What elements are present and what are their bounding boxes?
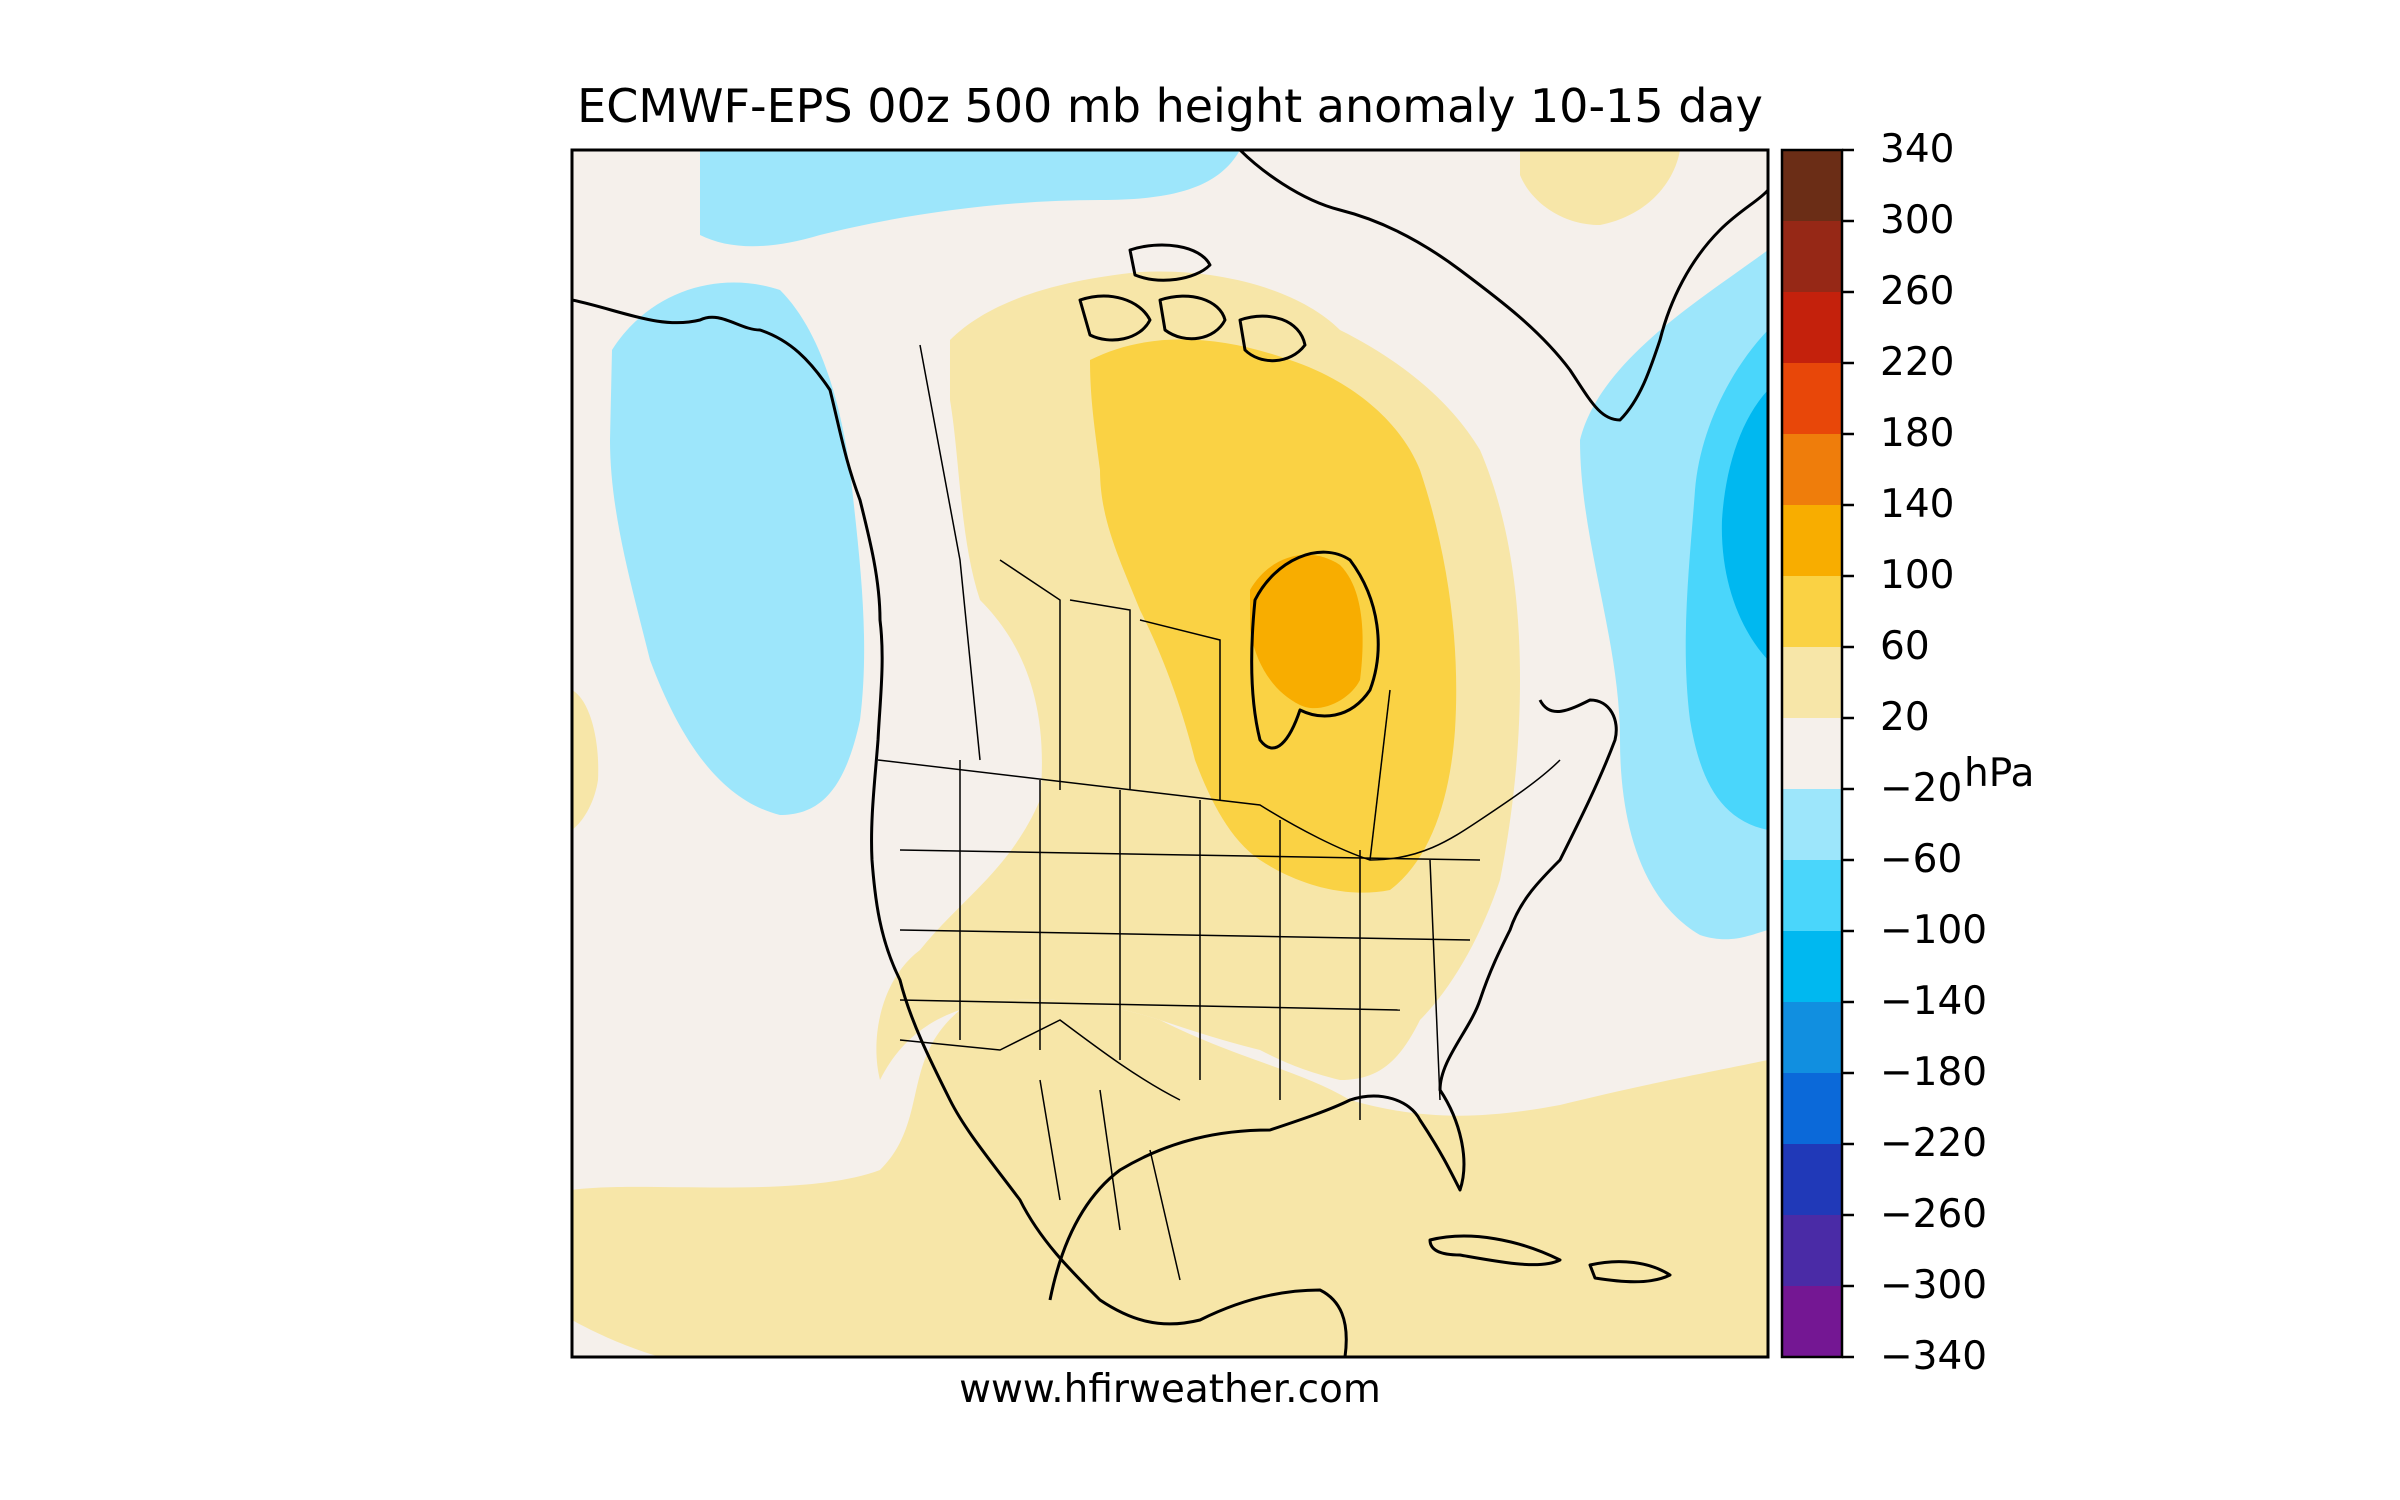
- negative-anomaly-arctic: [700, 150, 1240, 247]
- colorbar-band: [1782, 221, 1842, 293]
- positive-anomaly-west-edge: [572, 690, 599, 830]
- colorbar-band: [1782, 860, 1842, 932]
- colorbar-tick-label: −180: [1880, 1050, 1988, 1095]
- credit-text: www.hfirweather.com: [959, 1367, 1381, 1412]
- colorbar-band: [1782, 150, 1842, 222]
- colorbar-tick-label: 140: [1880, 482, 1955, 527]
- colorbar-band: [1782, 718, 1842, 790]
- colorbar-unit-label: hPa: [1964, 751, 2035, 796]
- colorbar-band: [1782, 363, 1842, 435]
- colorbar-tick-label: −60: [1880, 837, 1963, 882]
- colorbar-tick-label: 260: [1880, 269, 1955, 314]
- negative-anomaly-pacific: [610, 282, 865, 815]
- colorbar-tick-label: −20: [1880, 766, 1963, 811]
- map-title: ECMWF-EPS 00z 500 mb height anomaly 10-1…: [577, 79, 1763, 133]
- colorbar-band: [1782, 434, 1842, 506]
- colorbar-band: [1782, 789, 1842, 861]
- colorbar-band: [1782, 1073, 1842, 1145]
- positive-anomaly-south: [572, 999, 1768, 1357]
- colorbar-tick-label: −260: [1880, 1192, 1988, 1237]
- negative-anomaly-atlantic-100: [1721, 390, 1768, 660]
- colorbar-band: [1782, 1144, 1842, 1216]
- positive-anomaly-greenland: [1520, 150, 1680, 225]
- colorbar-band: [1782, 1002, 1842, 1074]
- colorbar-band: [1782, 576, 1842, 648]
- colorbar-band: [1782, 931, 1842, 1003]
- colorbar-frame: [1780, 148, 1844, 1359]
- map-frame: [570, 148, 1770, 1359]
- colorbar-tick-label: 60: [1880, 624, 1930, 669]
- colorbar-ticks: [1842, 148, 1854, 1359]
- colorbar-tick-label: −100: [1880, 908, 1988, 953]
- colorbar-tick-label: 180: [1880, 411, 1955, 456]
- colorbar-band: [1782, 292, 1842, 364]
- colorbar-tick-label: 220: [1880, 340, 1955, 385]
- colorbar-band: [1782, 647, 1842, 719]
- coastlines: [572, 150, 1768, 1357]
- colorbar-band: [1782, 505, 1842, 577]
- colorbar-tick-label: −300: [1880, 1263, 1988, 1308]
- colorbar-tick-label: 100: [1880, 553, 1955, 598]
- positive-anomaly-core: [1250, 554, 1363, 709]
- colorbar-tick-label: −140: [1880, 979, 1988, 1024]
- anomaly-field: [572, 150, 1768, 1357]
- colorbar-tick-label: −220: [1880, 1121, 1988, 1166]
- colorbar-tick-label: 340: [1880, 127, 1955, 172]
- colorbar-band: [1782, 1286, 1842, 1358]
- colorbar-band: [1782, 1215, 1842, 1287]
- colorbar-tick-label: 300: [1880, 198, 1955, 243]
- political-boundaries: [877, 344, 1561, 1281]
- colorbar-tick-label: 20: [1880, 695, 1930, 740]
- colorbar: [1782, 150, 1842, 1358]
- colorbar-tick-label: −340: [1880, 1334, 1988, 1379]
